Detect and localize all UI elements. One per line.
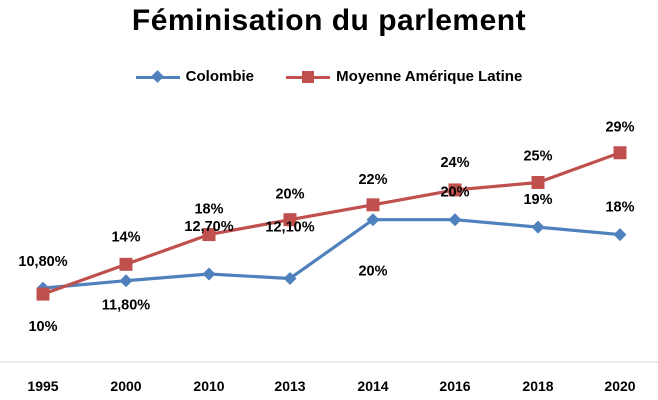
point-colombie-2013 bbox=[283, 271, 297, 285]
data-label-colombie-2020: 18% bbox=[605, 200, 634, 216]
point-colombie-2014 bbox=[366, 213, 380, 227]
legend-swatch-colombie bbox=[135, 69, 180, 84]
point-colombie-2018 bbox=[531, 220, 545, 234]
x-tick-label-1995: 1995 bbox=[27, 378, 58, 394]
point-moyenne-1995 bbox=[36, 287, 50, 301]
point-moyenne-2016 bbox=[448, 183, 462, 197]
legend-swatch-moyenne bbox=[286, 70, 331, 84]
x-tick-label-2000: 2000 bbox=[110, 378, 141, 394]
point-moyenne-2000 bbox=[119, 257, 133, 271]
point-moyenne-2014 bbox=[366, 198, 380, 212]
legend-item-moyenne: Moyenne Amérique Latine bbox=[286, 68, 522, 85]
x-tick-label-2010: 2010 bbox=[193, 378, 224, 394]
data-label-moyenne-2014: 22% bbox=[358, 172, 387, 188]
point-moyenne-2013 bbox=[283, 213, 297, 227]
x-tick-label-2020: 2020 bbox=[604, 378, 635, 394]
data-label-moyenne-2016: 24% bbox=[440, 155, 469, 171]
series-line-moyenne bbox=[42, 151, 621, 296]
data-label-moyenne-2010: 18% bbox=[194, 202, 223, 218]
data-label-colombie-2013: 12,10% bbox=[265, 219, 314, 235]
point-moyenne-2018 bbox=[531, 176, 545, 189]
data-label-colombie-1995: 10,80% bbox=[18, 254, 67, 270]
x-tick-label-2016: 2016 bbox=[439, 378, 470, 394]
point-colombie-2020 bbox=[613, 228, 627, 242]
data-label-moyenne-1995: 10% bbox=[28, 319, 57, 335]
point-colombie-2016 bbox=[448, 213, 462, 227]
point-moyenne-2020 bbox=[613, 146, 627, 160]
chart-title: Féminisation du parlement bbox=[131, 4, 527, 37]
data-label-moyenne-2000: 14% bbox=[111, 229, 140, 245]
data-label-colombie-2016: 20% bbox=[440, 185, 469, 201]
x-tick-label-2014: 2014 bbox=[357, 378, 388, 394]
legend: Colombie Moyenne Amérique Latine bbox=[0, 68, 658, 88]
legend-label-colombie: Colombie bbox=[185, 68, 254, 85]
data-label-moyenne-2013: 20% bbox=[275, 187, 304, 203]
legend-item-colombie: Colombie bbox=[135, 68, 254, 85]
data-label-colombie-2018: 19% bbox=[523, 192, 552, 208]
point-colombie-2010 bbox=[202, 267, 216, 281]
data-label-moyenne-2018: 25% bbox=[523, 149, 552, 165]
point-moyenne-2010 bbox=[202, 228, 216, 242]
series-line-colombie bbox=[42, 218, 621, 290]
data-label-colombie-2000: 11,80% bbox=[102, 298, 150, 314]
data-label-moyenne-2020: 29% bbox=[605, 120, 634, 136]
legend-marker-square bbox=[302, 70, 315, 83]
data-label-colombie-2014: 20% bbox=[358, 264, 387, 280]
x-tick-label-2018: 2018 bbox=[522, 378, 553, 394]
data-label-colombie-2010: 12,70% bbox=[184, 219, 233, 235]
point-colombie-2000 bbox=[119, 274, 133, 288]
x-tick-label-2013: 2013 bbox=[274, 378, 305, 394]
legend-label-moyenne: Moyenne Amérique Latine bbox=[336, 68, 523, 85]
